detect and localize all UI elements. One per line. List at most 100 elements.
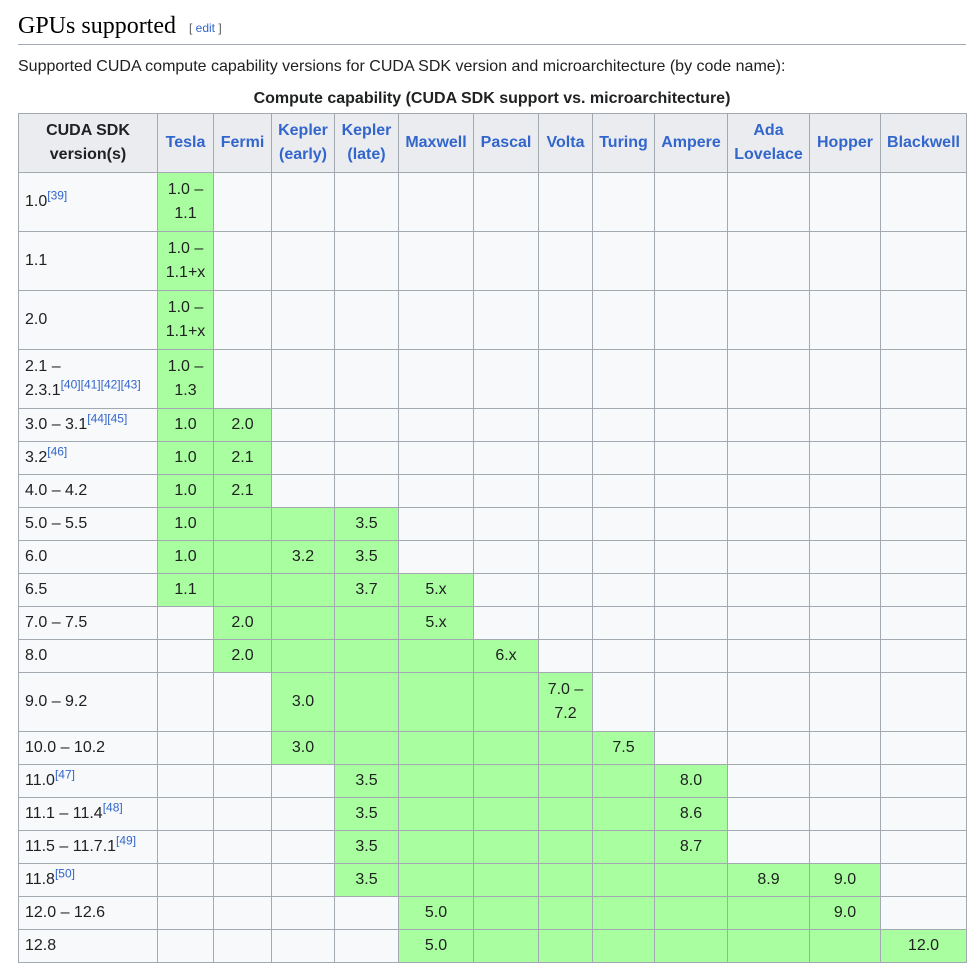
capability-cell-volta xyxy=(538,290,593,350)
section-heading: GPUs supported [ edit ] xyxy=(18,8,966,45)
header-volta-link[interactable]: Volta xyxy=(538,113,593,173)
header-hopper-link[interactable]: Hopper xyxy=(809,113,881,173)
citation-link[interactable]: [40] xyxy=(60,377,81,392)
capability-cell-pascal xyxy=(473,231,539,291)
sdk-version-label: 12.0 – 12.6 xyxy=(25,904,106,921)
capability-cell-tesla: 1.0 xyxy=(157,474,214,508)
capability-cell-tesla xyxy=(157,797,214,831)
citation-link[interactable]: [45] xyxy=(107,411,128,426)
capability-cell-blackwell xyxy=(880,290,967,350)
header-maxwell-link[interactable]: Maxwell xyxy=(398,113,474,173)
citation-link[interactable]: [39] xyxy=(47,188,68,203)
capability-cell-kepler-late: 3.7 xyxy=(334,573,399,607)
table-row: 4.0 – 4.2 1.0 2.1 xyxy=(18,474,967,508)
table-row: 6.0 1.0 3.2 3.5 xyxy=(18,540,967,574)
citation-group: [49] xyxy=(116,834,136,848)
capability-cell-turing xyxy=(592,172,655,232)
capability-cell-fermi xyxy=(213,672,272,732)
capability-cell-blackwell xyxy=(880,672,967,732)
capability-cell-blackwell xyxy=(880,172,967,232)
capability-cell-tesla xyxy=(157,731,214,765)
header-cuda-sdk: CUDA SDK version(s) xyxy=(18,113,158,173)
sdk-version-label: 4.0 – 4.2 xyxy=(25,482,88,499)
capability-value: 3.5 xyxy=(355,515,378,532)
header-line: Lovelace xyxy=(734,146,803,163)
table-row: 2.1 – 2.3.1[40][41][42][43] 1.0 – 1.3 xyxy=(18,349,967,409)
capability-value: 8.6 xyxy=(679,805,703,822)
capability-cell-kepler-early xyxy=(271,349,335,409)
table-row: 5.0 – 5.5 1.0 3.5 xyxy=(18,507,967,541)
capability-cell-kepler-late xyxy=(334,929,399,963)
capability-value: 1.3 xyxy=(174,382,197,399)
capability-cell-blackwell xyxy=(880,764,967,798)
capability-cell-turing xyxy=(592,408,655,442)
capability-cell-turing xyxy=(592,896,655,930)
citation-link[interactable]: [47] xyxy=(54,767,75,782)
header-turing-link[interactable]: Turing xyxy=(592,113,655,173)
section-title: GPUs supported xyxy=(18,13,177,39)
capability-cell-ampere: 8.7 xyxy=(654,830,728,864)
table-row: 3.2[46] 1.0 2.1 xyxy=(18,441,967,475)
header-kepler-early-link[interactable]: Kepler (early) xyxy=(271,113,335,173)
capability-cell-fermi: 2.1 xyxy=(213,474,272,508)
capability-cell-ada-lovelace xyxy=(727,764,810,798)
capability-cell-hopper xyxy=(809,540,881,574)
header-ampere-link[interactable]: Ampere xyxy=(654,113,728,173)
citation-link[interactable]: [43] xyxy=(120,377,141,392)
sdk-version-cell: 5.0 – 5.5 xyxy=(18,507,158,541)
capability-cell-turing xyxy=(592,929,655,963)
sdk-version-cell: 2.0 xyxy=(18,290,158,350)
citation-link[interactable]: [46] xyxy=(47,444,68,459)
edit-bracket-close: ] xyxy=(215,21,222,35)
capability-cell-ampere xyxy=(654,290,728,350)
capability-cell-kepler-early xyxy=(271,408,335,442)
capability-cell-ampere xyxy=(654,474,728,508)
header-pascal-link[interactable]: Pascal xyxy=(473,113,539,173)
capability-cell-ampere xyxy=(654,896,728,930)
capability-cell-pascal xyxy=(473,474,539,508)
capability-cell-ada-lovelace xyxy=(727,797,810,831)
citation-link[interactable]: [44] xyxy=(87,411,108,426)
header-ada-lovelace-link[interactable]: Ada Lovelace xyxy=(727,113,810,173)
table-row: 12.8 5.0 12.0 xyxy=(18,929,967,963)
sdk-version-cell: 6.5 xyxy=(18,573,158,607)
capability-value: 9.0 xyxy=(833,871,857,888)
capability-cell-blackwell xyxy=(880,507,967,541)
table-row: 6.5 1.1 3.7 5.x xyxy=(18,573,967,607)
sdk-version-cell: 11.1 – 11.4[48] xyxy=(18,797,158,831)
capability-cell-hopper xyxy=(809,672,881,732)
citation-link[interactable]: [42] xyxy=(100,377,121,392)
capability-cell-volta: 7.0 – 7.2 xyxy=(538,672,593,732)
capability-cell-fermi: 2.0 xyxy=(213,639,272,673)
capability-value: 12.0 xyxy=(907,937,940,954)
citation-link[interactable]: [49] xyxy=(116,833,137,848)
citation-link[interactable]: [50] xyxy=(54,866,75,881)
capability-value: 1.0 xyxy=(174,416,197,433)
citation-link[interactable]: [48] xyxy=(102,800,123,815)
header-kepler-late-link[interactable]: Kepler (late) xyxy=(334,113,399,173)
capability-cell-volta xyxy=(538,408,593,442)
capability-value: 5.x xyxy=(425,614,447,631)
header-blackwell-link[interactable]: Blackwell xyxy=(880,113,967,173)
capability-cell-ampere xyxy=(654,507,728,541)
header-fermi-link[interactable]: Fermi xyxy=(213,113,272,173)
capability-cell-blackwell: 12.0 xyxy=(880,929,967,963)
citation-link[interactable]: [41] xyxy=(80,377,101,392)
capability-cell-volta xyxy=(538,349,593,409)
capability-cell-hopper xyxy=(809,290,881,350)
capability-cell-blackwell xyxy=(880,474,967,508)
capability-value: 7.5 xyxy=(612,739,635,756)
capability-cell-pascal xyxy=(473,349,539,409)
capability-cell-ampere xyxy=(654,606,728,640)
capability-cell-kepler-early xyxy=(271,573,335,607)
capability-cell-kepler-early xyxy=(271,830,335,864)
capability-cell-fermi xyxy=(213,573,272,607)
capability-value: 7.0 – xyxy=(547,681,584,698)
citation-group: [39] xyxy=(47,189,67,203)
capability-cell-volta xyxy=(538,731,593,765)
capability-cell-volta xyxy=(538,606,593,640)
edit-section-link[interactable]: edit xyxy=(195,21,216,35)
capability-cell-fermi xyxy=(213,764,272,798)
header-tesla-link[interactable]: Tesla xyxy=(157,113,214,173)
capability-cell-ampere xyxy=(654,540,728,574)
